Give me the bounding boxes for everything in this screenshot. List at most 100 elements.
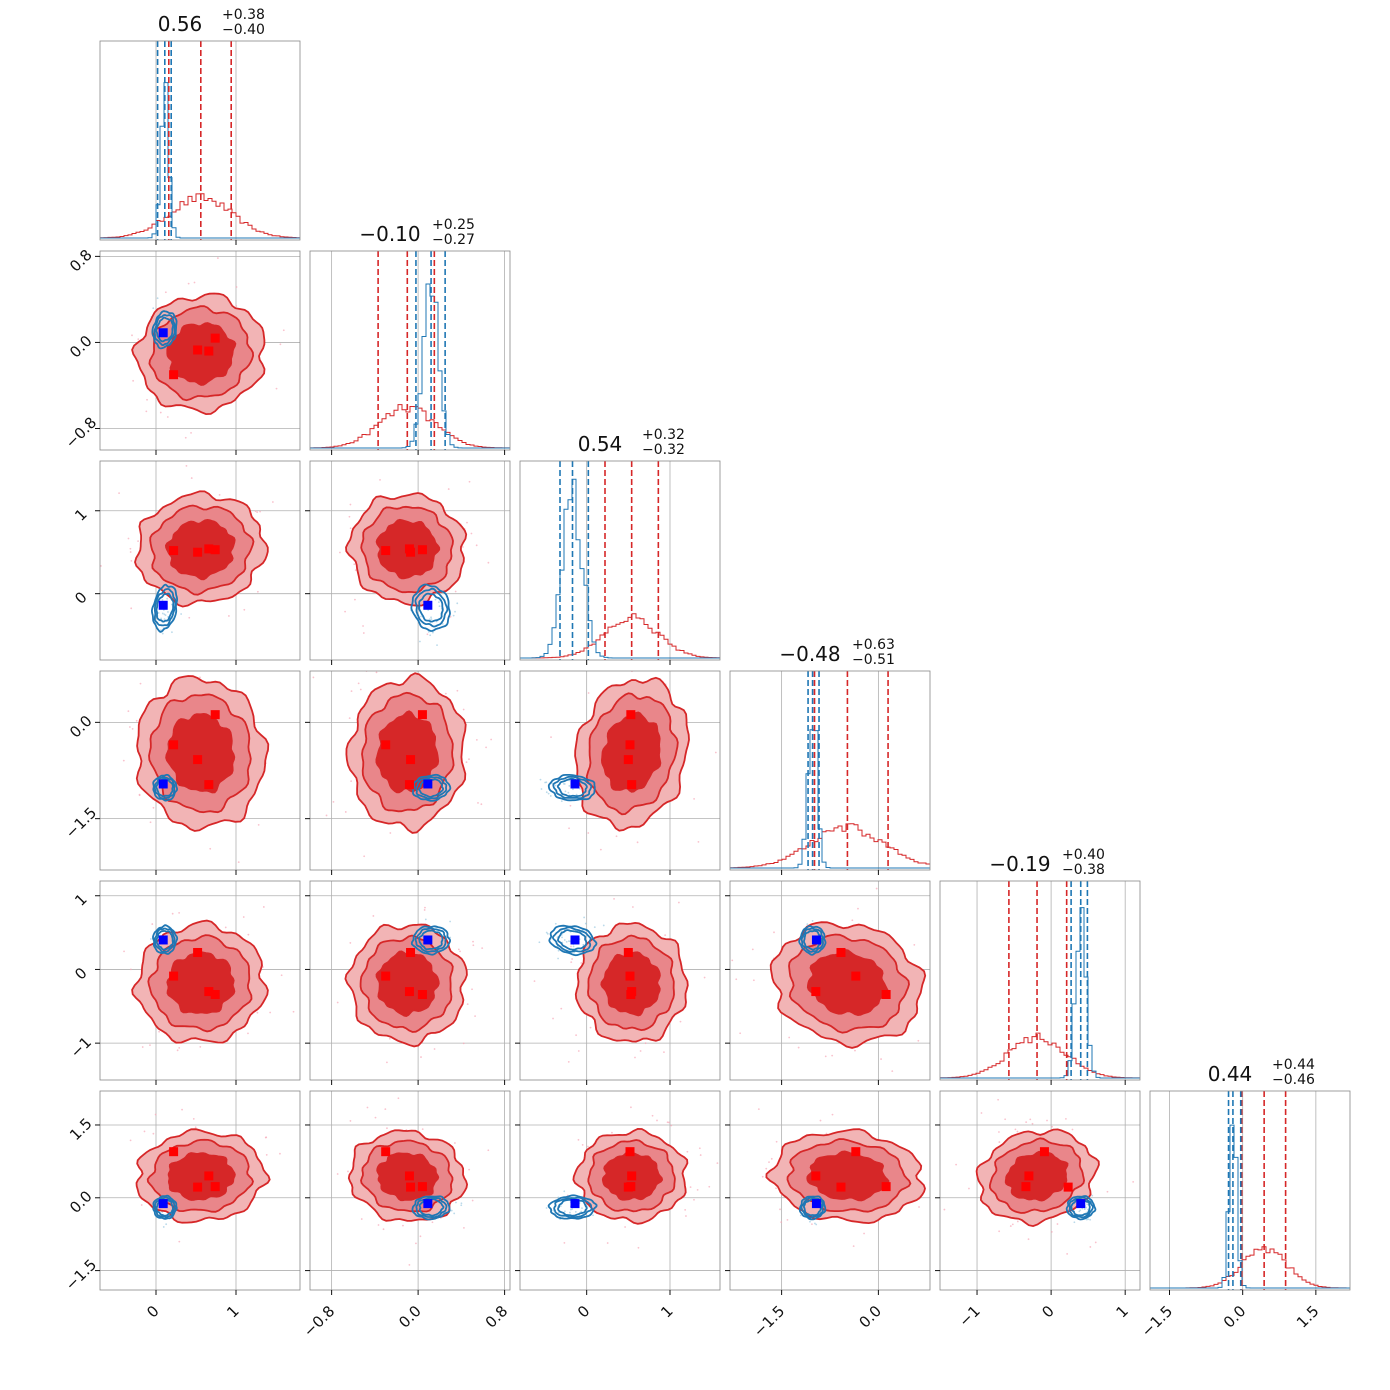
blue-sample-point xyxy=(592,1214,594,1217)
red-sample-point xyxy=(332,800,335,803)
blue-sample-point xyxy=(1086,1203,1089,1206)
x-tick-label: −1 xyxy=(955,1302,983,1330)
panel-frame xyxy=(309,1090,511,1291)
red-marker xyxy=(210,1182,220,1192)
red-sample-point xyxy=(670,1124,673,1127)
blue-sample-point xyxy=(156,297,159,300)
red-sample-point xyxy=(468,1168,471,1171)
red-sample-point xyxy=(448,668,450,670)
red-sample-point xyxy=(1009,1225,1012,1227)
blue-contour-0 xyxy=(151,310,178,350)
red-sample-point xyxy=(857,907,859,910)
red-sample-point xyxy=(533,980,536,983)
red-sample-point xyxy=(468,480,471,483)
blue-contour-0 xyxy=(798,1195,827,1221)
red-sample-point xyxy=(463,1226,465,1229)
red-sample-point xyxy=(589,1026,592,1029)
red-sample-point xyxy=(360,1218,363,1220)
red-sample-point xyxy=(349,942,352,944)
red-sample-point xyxy=(472,944,475,947)
red-sample-point xyxy=(1089,1246,1092,1248)
red-marker xyxy=(851,1147,861,1157)
red-sample-point xyxy=(487,561,490,564)
red-sample-point xyxy=(1065,1117,1067,1120)
blue-sample-point xyxy=(171,631,173,634)
red-sample-point xyxy=(415,1242,417,1245)
blue-sample-point xyxy=(567,791,570,794)
red-marker xyxy=(169,1147,179,1157)
blue-sample-point xyxy=(540,788,543,790)
red-sample-point xyxy=(851,919,854,922)
red-sample-point xyxy=(257,823,260,826)
blue-marker xyxy=(158,1199,168,1209)
blue-sample-point xyxy=(418,640,421,643)
red-sample-point xyxy=(127,537,130,540)
red-sample-point xyxy=(577,1050,580,1052)
red-sample-point xyxy=(325,814,328,817)
red-sample-point xyxy=(375,671,378,674)
blue-contour-0 xyxy=(410,925,452,956)
y-tick-label: 0.0 xyxy=(66,712,96,742)
red-sample-point xyxy=(1132,1181,1135,1183)
x-tick-label: 1 xyxy=(657,1302,676,1321)
red-sample-point xyxy=(485,746,487,749)
y-tick-label: 1.5 xyxy=(66,1114,96,1144)
red-sample-point xyxy=(1004,1118,1007,1121)
red-marker xyxy=(623,947,633,957)
red-sample-point xyxy=(735,978,738,981)
panel-title-minus-3: −0.51 xyxy=(852,652,895,668)
red-sample-point xyxy=(875,887,878,890)
blue-sample-point xyxy=(450,1209,453,1212)
red-marker xyxy=(404,544,414,554)
red-marker xyxy=(193,1182,203,1192)
blue-contour-0 xyxy=(547,1194,598,1220)
red-sample-point xyxy=(481,947,484,950)
y-tick-label: 0 xyxy=(71,588,90,607)
blue-contour-1 xyxy=(800,927,824,953)
red-sample-point xyxy=(131,334,133,337)
blue-contour-1 xyxy=(415,1196,448,1219)
panel-title-minus-2: −0.32 xyxy=(642,442,685,458)
red-sample-point xyxy=(256,511,259,514)
red-sample-point xyxy=(129,551,132,553)
red-marker xyxy=(836,1182,846,1192)
blue-contour-1 xyxy=(154,1196,176,1219)
red-marker xyxy=(406,947,416,957)
red-sample-point xyxy=(825,1132,828,1135)
panel-frame xyxy=(99,1090,301,1291)
blue-sample-point xyxy=(454,610,456,613)
red-sample-point xyxy=(831,1054,834,1057)
histogram-panel-1: −0.10 +0.25−0.27 xyxy=(309,217,511,455)
blue-sample-point xyxy=(806,923,809,926)
blue-sample-point xyxy=(565,940,568,943)
red-sample-point xyxy=(123,950,125,953)
red-sample-point xyxy=(1071,1128,1074,1131)
blue-contour-1 xyxy=(1068,1196,1094,1219)
blue-sample-point xyxy=(593,926,596,929)
red-sample-point xyxy=(195,876,197,878)
blue-sample-point xyxy=(431,631,434,634)
panel-title-plus-0: +0.38 xyxy=(222,7,265,23)
red-marker xyxy=(406,1182,416,1192)
red-marker xyxy=(417,1182,427,1192)
red-sample-point xyxy=(831,1113,834,1116)
red-sample-point xyxy=(664,934,667,937)
red-sample-point xyxy=(1046,1119,1048,1122)
blue-contour-1 xyxy=(415,776,448,800)
red-sample-point xyxy=(420,1056,422,1058)
red-sample-point xyxy=(1025,1121,1028,1124)
panel-frame xyxy=(309,670,511,871)
red-sample-point xyxy=(684,1208,687,1211)
red-sample-point xyxy=(237,861,240,863)
red-sample-point xyxy=(918,1206,920,1208)
panel-frame xyxy=(729,1090,931,1291)
red-sample-point xyxy=(130,607,133,610)
blue-contour-0 xyxy=(547,774,596,802)
blue-contour-1 xyxy=(153,314,176,346)
red-sample-point xyxy=(256,590,259,593)
red-sample-point xyxy=(372,915,375,917)
red-sample-point xyxy=(613,897,615,900)
blue-sample-point xyxy=(799,1214,802,1217)
scatter-panel-4-0: −1 0 1 xyxy=(67,880,301,1085)
red-marker xyxy=(627,780,637,790)
